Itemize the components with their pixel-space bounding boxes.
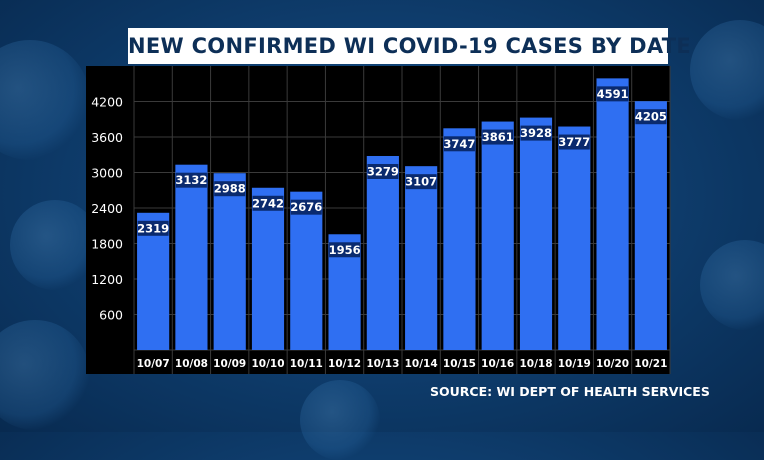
data-label-bg [175,172,207,188]
x-tick-label: 10/11 [290,358,323,370]
x-tick-label: 10/15 [443,358,476,370]
x-tick-label: 10/14 [405,358,438,370]
source-note: SOURCE: WI DEPT OF HEALTH SERVICES [430,384,710,399]
data-label: 4591 [597,87,629,101]
y-tick-label: 2400 [91,201,123,216]
bar-10/09 [213,173,246,350]
bar-10/14 [405,166,438,350]
virus-decoration [0,320,90,430]
x-tick-label: 10/10 [251,358,284,370]
data-label: 3747 [443,137,475,151]
data-label: 3279 [367,164,399,178]
bar-10/20 [596,78,629,350]
data-label-bg [635,109,667,125]
data-label-bg [367,163,399,179]
data-label-bg [520,125,552,141]
data-label: 3928 [520,126,552,140]
bar-10/15 [443,128,476,350]
y-tick-label: 3600 [91,130,123,145]
bar-10/08 [175,164,208,350]
data-label-bg [405,174,437,190]
y-tick-label: 3000 [91,166,123,181]
data-label-bg [329,242,361,258]
data-label: 2988 [214,182,246,196]
bar-10/19 [558,126,591,350]
bar-10/21 [634,101,667,351]
data-label: 2742 [252,196,284,210]
data-label: 2676 [290,200,322,214]
data-label-bg [597,86,629,102]
data-label-bg [443,136,475,152]
data-label: 3777 [558,135,590,149]
data-label-bg [558,134,590,150]
x-tick-label: 10/21 [634,358,667,370]
chart-title: NEW CONFIRMED WI COVID-19 CASES BY DATE [128,34,692,58]
x-tick-label: 10/08 [175,358,208,370]
bar-10/16 [481,121,514,351]
x-tick-label: 10/18 [519,358,552,370]
data-label-bg [252,195,284,211]
data-label-bg [137,220,169,236]
x-tick-label: 10/07 [137,358,170,370]
data-label: 3132 [175,173,207,187]
x-tick-label: 10/19 [558,358,591,370]
data-label: 4205 [635,110,667,124]
title-banner: NEW CONFIRMED WI COVID-19 CASES BY DATE [128,28,692,64]
y-tick-label: 1800 [91,237,123,252]
bar-10/11 [290,191,323,350]
data-label-bg [214,181,246,197]
x-tick-label: 10/13 [366,358,399,370]
x-tick-label: 10/09 [213,358,246,370]
y-tick-label: 1200 [91,272,123,287]
data-label-bg [482,129,514,145]
bar-10/10 [251,187,285,350]
data-label: 3107 [405,175,437,189]
data-label: 3861 [482,130,514,144]
data-label: 1956 [329,243,361,257]
bar-chart: 2319 3132 2988 2742 2676 1956 3279 3107 3747 3861… [86,66,671,374]
virus-decoration [10,200,100,290]
virus-decoration [700,240,764,330]
bar-10/13 [366,155,399,350]
y-tick-label: 600 [99,308,123,323]
bar-10/18 [519,117,553,351]
x-tick-label: 10/16 [481,358,514,370]
virus-decoration [690,20,764,120]
x-tick-label: 10/20 [596,358,629,370]
data-label-bg [290,199,322,215]
data-label: 2319 [137,221,169,235]
y-tick-label: 4200 [91,95,123,110]
x-tick-label: 10/12 [328,358,361,370]
